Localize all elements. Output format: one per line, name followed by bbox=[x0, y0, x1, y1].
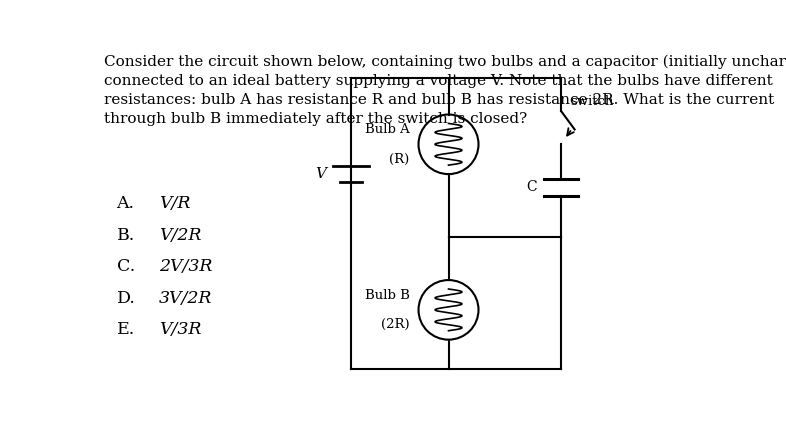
Text: C.: C. bbox=[116, 258, 134, 275]
Text: Bulb A: Bulb A bbox=[365, 123, 410, 136]
Text: V/R: V/R bbox=[159, 195, 191, 212]
Text: V: V bbox=[316, 167, 327, 181]
Text: switch: switch bbox=[571, 95, 614, 108]
Text: E.: E. bbox=[116, 321, 134, 338]
Text: Consider the circuit shown below, containing two bulbs and a capacitor (initiall: Consider the circuit shown below, contai… bbox=[105, 55, 786, 126]
Text: D.: D. bbox=[116, 290, 135, 307]
Text: (2R): (2R) bbox=[380, 318, 410, 331]
Text: 2V/3R: 2V/3R bbox=[159, 258, 213, 275]
Text: (R): (R) bbox=[389, 153, 410, 166]
Text: C: C bbox=[526, 180, 537, 194]
Text: V/2R: V/2R bbox=[159, 227, 202, 244]
Text: 3V/2R: 3V/2R bbox=[159, 290, 213, 307]
Text: A.: A. bbox=[116, 195, 134, 212]
Text: B.: B. bbox=[116, 227, 134, 244]
Text: V/3R: V/3R bbox=[159, 321, 202, 338]
Text: Bulb B: Bulb B bbox=[365, 289, 410, 301]
